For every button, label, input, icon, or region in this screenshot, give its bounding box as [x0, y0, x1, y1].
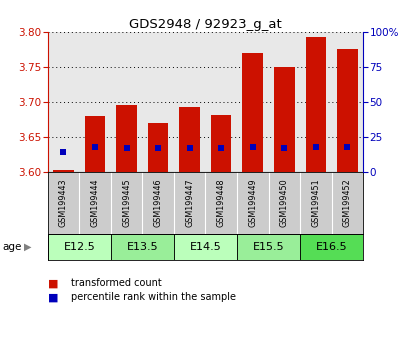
Text: ■: ■ [48, 278, 58, 288]
Bar [211, 115, 232, 172]
Bar [305, 37, 326, 172]
Text: GSM199452: GSM199452 [343, 178, 352, 227]
Bar [300, 234, 363, 260]
Text: transformed count: transformed count [71, 278, 161, 288]
Text: GSM199444: GSM199444 [90, 178, 100, 227]
Bar [116, 105, 137, 172]
Text: GSM199443: GSM199443 [59, 178, 68, 227]
Bar [179, 107, 200, 172]
Text: E13.5: E13.5 [127, 242, 158, 252]
Text: E14.5: E14.5 [190, 242, 221, 252]
Bar [53, 170, 74, 172]
Text: GSM199448: GSM199448 [217, 178, 226, 227]
Text: GSM199451: GSM199451 [311, 178, 320, 227]
Text: age: age [2, 242, 22, 252]
Bar [148, 123, 168, 172]
Bar [337, 49, 358, 172]
Text: GSM199447: GSM199447 [185, 178, 194, 227]
Text: percentile rank within the sample: percentile rank within the sample [71, 292, 236, 302]
Text: E15.5: E15.5 [253, 242, 284, 252]
Text: GSM199450: GSM199450 [280, 178, 289, 227]
Bar [237, 234, 300, 260]
Text: GSM199446: GSM199446 [154, 178, 163, 227]
Text: ▶: ▶ [24, 242, 32, 252]
Bar [48, 234, 111, 260]
Text: ■: ■ [48, 292, 58, 302]
Bar [274, 67, 295, 172]
Bar [242, 53, 263, 172]
Text: GSM199449: GSM199449 [248, 178, 257, 227]
Text: E12.5: E12.5 [63, 242, 95, 252]
Text: E16.5: E16.5 [316, 242, 347, 252]
Bar [85, 116, 105, 172]
Bar [174, 234, 237, 260]
Title: GDS2948 / 92923_g_at: GDS2948 / 92923_g_at [129, 18, 282, 31]
Text: GSM199445: GSM199445 [122, 178, 131, 227]
Bar [111, 234, 174, 260]
